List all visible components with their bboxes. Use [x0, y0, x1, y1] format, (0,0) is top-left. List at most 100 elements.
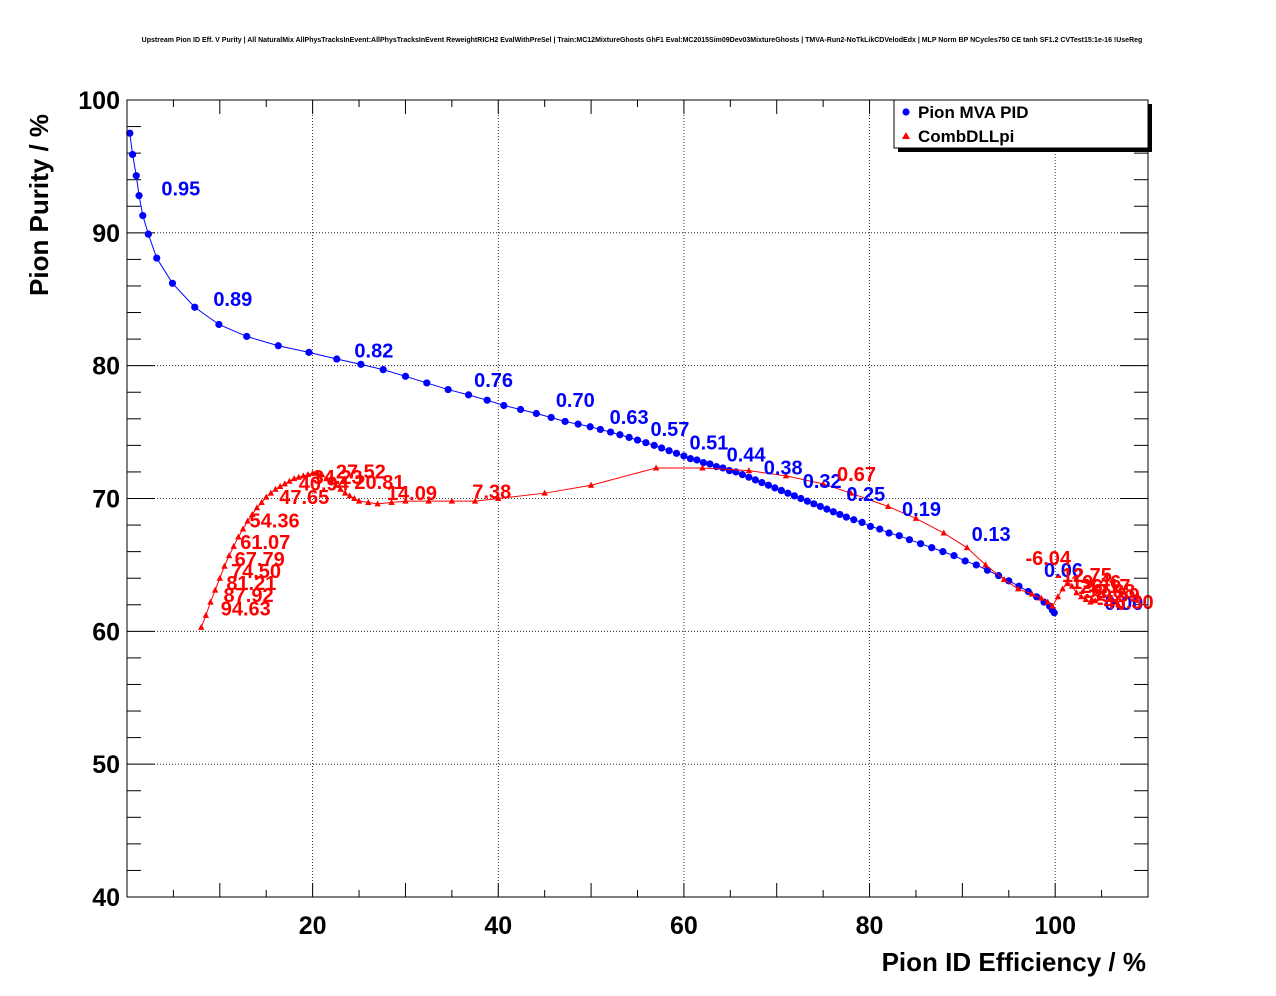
- data-point-dll: [328, 477, 335, 484]
- data-point-mva: [423, 379, 431, 387]
- legend-marker-dll: [902, 132, 910, 139]
- data-point-mva: [699, 459, 708, 467]
- x-tick-label: 20: [299, 912, 327, 940]
- legend-box: [893, 99, 1149, 149]
- point-label: 61.07: [240, 532, 290, 554]
- x-tick-labels: 20 40 60 80 100: [299, 912, 1076, 940]
- data-point-mva: [916, 540, 925, 548]
- data-point-dll: [230, 542, 237, 549]
- data-point-dll: [782, 472, 790, 479]
- data-point-mva: [464, 391, 473, 399]
- point-label: 20.81: [354, 472, 404, 494]
- data-point-mva: [672, 449, 681, 457]
- data-point-mva: [961, 557, 969, 565]
- y-tick-label: 100: [78, 87, 120, 115]
- data-point-mva: [574, 420, 582, 428]
- data-point-dll: [819, 480, 827, 487]
- data-point-mva: [895, 532, 903, 540]
- data-point-mva: [866, 522, 875, 530]
- data-point-dll: [341, 489, 349, 496]
- data-point-dll: [1110, 598, 1117, 605]
- data-point-mva: [836, 510, 844, 519]
- data-point-dll: [309, 469, 316, 476]
- data-point-mva: [823, 505, 831, 513]
- x-tick-label: 40: [484, 912, 512, 940]
- data-point-mva: [950, 552, 958, 560]
- x-tick-label: 100: [1034, 912, 1076, 940]
- data-point-mva: [274, 342, 282, 350]
- data-point-mva: [885, 529, 893, 537]
- data-point-dll: [1059, 585, 1066, 592]
- point-label: -19.46: [1064, 572, 1121, 594]
- data-point-mva: [305, 348, 313, 356]
- data-point-mva: [357, 360, 365, 368]
- data-point-dll: [1115, 601, 1122, 608]
- data-point-dll: [963, 544, 971, 551]
- point-label: -32.88: [1078, 581, 1135, 603]
- data-point-dll: [402, 497, 409, 504]
- data-point-dll: [495, 495, 502, 501]
- y-tick-label: 40: [92, 884, 120, 912]
- point-label: 81.21: [226, 573, 276, 595]
- data-point-dll: [267, 489, 275, 496]
- data-point-dll: [207, 598, 214, 605]
- point-label: 0.67: [837, 464, 876, 486]
- y-tick-label: 80: [92, 353, 120, 381]
- data-point-dll: [652, 464, 660, 471]
- point-label: -26.17: [1074, 576, 1131, 598]
- series-layer: [126, 129, 1127, 630]
- data-point-mva: [561, 417, 569, 426]
- data-point-mva: [333, 355, 341, 363]
- y-tick-label: 50: [92, 751, 120, 779]
- data-point-dll: [1082, 595, 1090, 602]
- point-label: 27.52: [336, 462, 386, 484]
- point-label: -39.59: [1083, 585, 1140, 607]
- data-point-mva: [751, 476, 759, 484]
- data-point-mva: [797, 494, 805, 503]
- x-tick-label: 80: [856, 912, 884, 940]
- data-point-mva: [706, 460, 714, 468]
- point-label: 0.32: [803, 471, 842, 493]
- data-point-mva: [850, 516, 858, 524]
- data-point-mva: [144, 230, 152, 238]
- x-axis-label: Pion ID Efficiency / %: [882, 947, 1146, 977]
- data-point-mva: [633, 436, 642, 444]
- data-point-dll: [388, 498, 395, 505]
- point-label: 7.38: [472, 482, 511, 504]
- data-point-dll: [332, 481, 340, 488]
- data-point-dll: [235, 533, 242, 540]
- data-point-dll: [541, 489, 548, 496]
- data-point-mva: [135, 192, 143, 200]
- point-label: 0.57: [650, 419, 689, 441]
- data-point-dll: [471, 497, 479, 504]
- data-point-mva: [842, 513, 850, 521]
- data-point-mva: [928, 544, 936, 552]
- x-tick-label: 60: [670, 912, 698, 940]
- data-point-mva: [586, 423, 594, 431]
- data-point-dll: [239, 525, 247, 532]
- data-point-mva: [764, 481, 772, 489]
- point-label: 14.09: [387, 483, 437, 505]
- data-point-mva: [1005, 577, 1013, 585]
- point-label: -6.04: [1025, 548, 1071, 570]
- data-point-dll: [1014, 585, 1022, 592]
- point-label: 0.89: [213, 289, 252, 311]
- point-label: 94.63: [221, 598, 271, 620]
- legend-label-mva: Pion MVA PID: [918, 103, 1029, 122]
- point-label: 0.82: [354, 341, 393, 363]
- data-point-mva: [650, 441, 658, 449]
- data-point-dll: [225, 552, 233, 559]
- point-labels: 0.95 0.89 0.82 0.76 0.70 0.630.570.510.440.38…: [161, 179, 1153, 621]
- legend: Pion MVA PID CombDLLpi: [893, 99, 1152, 152]
- data-point-mva: [745, 473, 753, 481]
- data-point-mva: [905, 536, 914, 544]
- data-point-dll: [337, 485, 344, 492]
- data-point-mva: [829, 508, 837, 516]
- legend-label-dll: CombDLLpi: [918, 127, 1014, 146]
- point-label: 34.23: [313, 467, 363, 489]
- data-point-dll: [258, 498, 265, 505]
- data-point-dll: [1077, 593, 1085, 600]
- data-point-mva: [725, 467, 733, 475]
- data-point-mva: [128, 150, 137, 159]
